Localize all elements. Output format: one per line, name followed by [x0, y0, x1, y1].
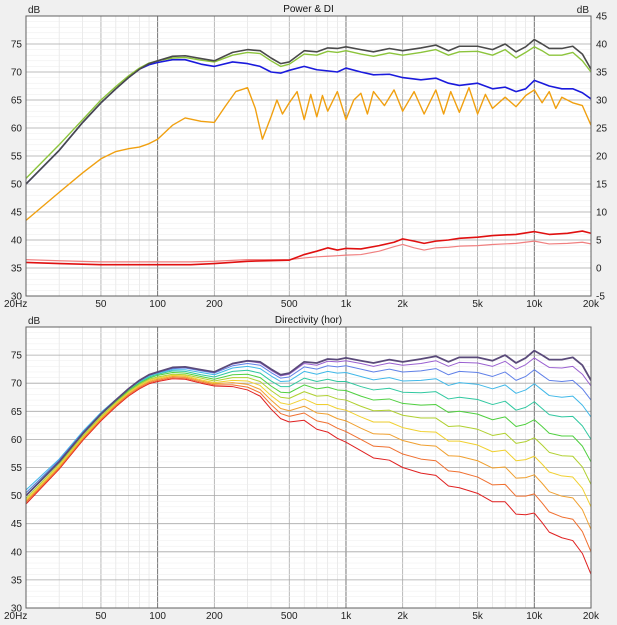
- x-tick-label: 500: [281, 611, 298, 622]
- series-line-4: [26, 230, 591, 266]
- y-tick-label: 40: [11, 236, 23, 247]
- y-tick-label: 35: [11, 575, 23, 586]
- y-tick-label: 65: [11, 407, 23, 418]
- y-tick-label: 65: [11, 96, 23, 107]
- x-tick-label: 1k: [341, 611, 353, 622]
- x-tick-label: 5k: [472, 299, 484, 310]
- series-group: [26, 38, 591, 266]
- series-line-5: [26, 372, 591, 496]
- x-tick-label: 2k: [397, 299, 409, 310]
- x-tick-label: 100: [149, 611, 166, 622]
- x-tick-label: 100: [149, 299, 166, 310]
- y2-tick-label: 15: [596, 180, 608, 191]
- series-line-9: [26, 377, 591, 552]
- y-tick-label: 55: [11, 152, 23, 163]
- y2-tick-label: 35: [596, 68, 608, 79]
- series-line-3: [26, 365, 591, 491]
- x-tick-label: 20Hz: [4, 299, 27, 310]
- x-tick-label: 20k: [583, 299, 600, 310]
- series-line-4: [26, 369, 591, 494]
- series-line-8: [26, 375, 591, 530]
- plot-frame: [25, 326, 592, 609]
- x-tick-label: 50: [95, 611, 107, 622]
- y-tick-label: 75: [11, 40, 23, 51]
- y-tick-label: 30: [11, 292, 23, 303]
- x-tick-label: 20Hz: [4, 611, 27, 622]
- y-axis-unit-left: dB: [28, 316, 41, 327]
- x-tick-label: 200: [206, 611, 223, 622]
- chart-title: Power & DI: [283, 4, 334, 15]
- minor-grid: [25, 326, 592, 609]
- series-line-0: [26, 38, 591, 185]
- y-axis-unit-left: dB: [28, 5, 41, 16]
- x-tick-label: 1k: [341, 299, 353, 310]
- y-axis-unit-right: dB: [577, 5, 590, 16]
- y-tick-label: 45: [11, 519, 23, 530]
- x-tick-label: 10k: [526, 611, 543, 622]
- y-tick-label: 35: [11, 264, 23, 275]
- x-tick-label: 500: [281, 299, 298, 310]
- x-tick-label: 200: [206, 299, 223, 310]
- y-tick-label: 50: [11, 180, 23, 191]
- x-tick-label: 5k: [472, 611, 484, 622]
- series-group: [26, 349, 591, 575]
- series-line-6: [26, 373, 591, 499]
- x-tick-label: 10k: [526, 299, 543, 310]
- series-line-3: [26, 86, 591, 221]
- y-tick-label: 75: [11, 351, 23, 362]
- y-tick-label: 50: [11, 491, 23, 502]
- y2-tick-label: 10: [596, 208, 608, 219]
- y-tick-label: 70: [11, 68, 23, 79]
- series-line-7: [26, 374, 591, 508]
- y-tick-label: 40: [11, 547, 23, 558]
- plot-frame: [25, 15, 592, 297]
- power-di-chart: Power & DI dB dB 30 35 40 45 50 55 60 65 70 75 -5 0 5 10…: [4, 4, 608, 310]
- y-tick-label: 55: [11, 463, 23, 474]
- y2-tick-label: -5: [596, 292, 605, 303]
- y2-tick-label: 0: [596, 264, 602, 275]
- y-tick-label: 70: [11, 379, 23, 390]
- y2-tick-label: 30: [596, 96, 608, 107]
- y-tick-label: 45: [11, 208, 23, 219]
- series-line-0: [26, 349, 591, 497]
- series-line-2: [26, 58, 591, 185]
- y-tick-label: 60: [11, 124, 23, 135]
- x-tick-label: 2k: [397, 611, 409, 622]
- x-tick-label: 20k: [583, 611, 600, 622]
- y-tick-label: 30: [11, 604, 23, 615]
- y-tick-label: 60: [11, 435, 23, 446]
- y2-tick-label: 40: [596, 40, 608, 51]
- x-tick-label: 50: [95, 299, 107, 310]
- series-line-10: [26, 378, 591, 575]
- series-line-5: [26, 240, 591, 263]
- y2-tick-label: 5: [596, 236, 602, 247]
- y2-tick-label: 20: [596, 152, 608, 163]
- directivity-chart: Directivity (hor) dB 30 35 40 45 50 55 60 65 70 75 2…: [4, 315, 600, 622]
- chart-title: Directivity (hor): [275, 315, 342, 326]
- y2-tick-label: 25: [596, 124, 608, 135]
- y2-tick-label: 45: [596, 12, 608, 23]
